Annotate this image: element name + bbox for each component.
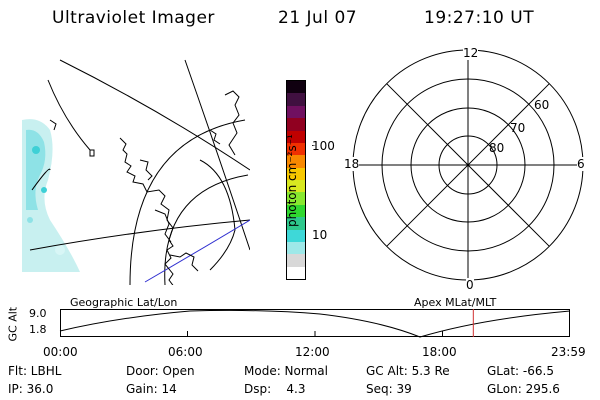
timeline-axis-title: GC Alt bbox=[6, 306, 20, 342]
status-seq: Seq: 39 bbox=[366, 382, 412, 396]
emission-region bbox=[22, 119, 80, 272]
timeline-left-label: Geographic Lat/Lon bbox=[70, 296, 178, 309]
mlat-label-60: 60 bbox=[534, 98, 550, 112]
timeline-x-tick-1800: 18:00 bbox=[422, 345, 457, 359]
mlt-label-6: 6 bbox=[577, 157, 585, 171]
limb-arc-2 bbox=[164, 174, 249, 285]
mlt-label-0: 0 bbox=[466, 278, 474, 292]
mlt-label-12: 12 bbox=[463, 46, 479, 60]
colorbar-segment bbox=[287, 192, 305, 205]
terminator-arc bbox=[199, 159, 236, 271]
colorbar-segment bbox=[287, 155, 305, 168]
altitude-timeline bbox=[59, 309, 571, 338]
colorbar-segment bbox=[287, 167, 305, 180]
colorbar-segment bbox=[287, 118, 305, 131]
colorbar-segment bbox=[287, 130, 305, 143]
colorbar-segment bbox=[287, 93, 305, 106]
lat-line-1 bbox=[29, 219, 250, 251]
colorbar-unit-label: photon cm⁻²s⁻¹ bbox=[285, 134, 299, 227]
coastline-east bbox=[224, 90, 240, 156]
mlat-label-80: 80 bbox=[489, 141, 505, 155]
polar-plot bbox=[352, 49, 584, 281]
colorbar-segment bbox=[287, 229, 305, 242]
lon-line-3 bbox=[47, 79, 91, 151]
time-label: 19:27:10 UT bbox=[424, 8, 535, 28]
colorbar-segment bbox=[287, 105, 305, 119]
lat-line-2 bbox=[31, 168, 51, 191]
status-gain: Gain: 14 bbox=[126, 382, 177, 396]
polar-diagonal-2 bbox=[386, 83, 550, 247]
status-gc-alt: GC Alt: 5.3 Re bbox=[366, 364, 450, 378]
lon-line-2 bbox=[184, 59, 250, 251]
status-door: Door: Open bbox=[126, 364, 195, 378]
island bbox=[89, 149, 95, 157]
colorbar-tickmark-100 bbox=[312, 145, 316, 146]
mlat-label-70: 70 bbox=[510, 121, 526, 135]
status-filter: Flt: LBHL bbox=[8, 364, 62, 378]
status-dsp: Dsp: 4.3 bbox=[244, 382, 306, 396]
colorbar-segment bbox=[287, 180, 305, 193]
lon-line-1 bbox=[59, 59, 250, 171]
coastline-south bbox=[169, 252, 199, 272]
colorbar-segment bbox=[287, 241, 305, 255]
timeline-y-tick-max: 9.0 bbox=[29, 307, 47, 320]
mlt-label-18: 18 bbox=[344, 157, 360, 171]
colorbar-segment bbox=[287, 217, 305, 230]
colorbar-segment bbox=[287, 81, 305, 94]
colorbar-segment bbox=[287, 266, 305, 279]
colorbar-tick-100: 100 bbox=[312, 139, 335, 153]
date-label: 21 Jul 07 bbox=[278, 8, 358, 28]
timeline-x-tick-2359: 23:59 bbox=[551, 345, 586, 359]
timeline-x-tick-0600: 06:00 bbox=[168, 345, 203, 359]
colorbar-segment bbox=[287, 142, 305, 156]
altitude-curve bbox=[59, 309, 571, 338]
timeline-right-label: Apex MLat/MLT bbox=[414, 296, 497, 309]
page-title: Ultraviolet Imager bbox=[52, 8, 215, 28]
status-ip: IP: 36.0 bbox=[8, 382, 54, 396]
status-glat: GLat: -66.5 bbox=[487, 364, 554, 378]
timeline-y-tick-min: 1.8 bbox=[29, 323, 47, 336]
colorbar-segment bbox=[287, 204, 305, 218]
status-mode: Mode: Normal bbox=[244, 364, 328, 378]
orbit-track bbox=[144, 219, 250, 283]
limb-arc bbox=[129, 119, 246, 285]
colorbar-tick-10: 10 bbox=[312, 228, 328, 242]
timeline-x-tick-1200: 12:00 bbox=[295, 345, 330, 359]
coastline bbox=[119, 137, 174, 285]
status-glon: GLon: 295.6 bbox=[487, 382, 560, 396]
colorbar bbox=[286, 80, 306, 280]
geographic-map bbox=[22, 59, 250, 285]
colorbar-segment bbox=[287, 254, 305, 267]
timeline-x-tick-0000: 00:00 bbox=[43, 345, 78, 359]
